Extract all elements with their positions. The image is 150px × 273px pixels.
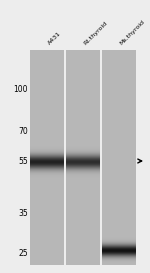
Text: A431: A431 (47, 31, 62, 46)
Text: Rt.thyroid: Rt.thyroid (83, 20, 109, 46)
Text: 100: 100 (14, 85, 28, 94)
Text: 70: 70 (18, 127, 28, 136)
Text: Ms.thyroid: Ms.thyroid (119, 19, 146, 46)
Text: 25: 25 (18, 250, 28, 259)
Text: 35: 35 (18, 209, 28, 218)
Text: 55: 55 (18, 156, 28, 165)
